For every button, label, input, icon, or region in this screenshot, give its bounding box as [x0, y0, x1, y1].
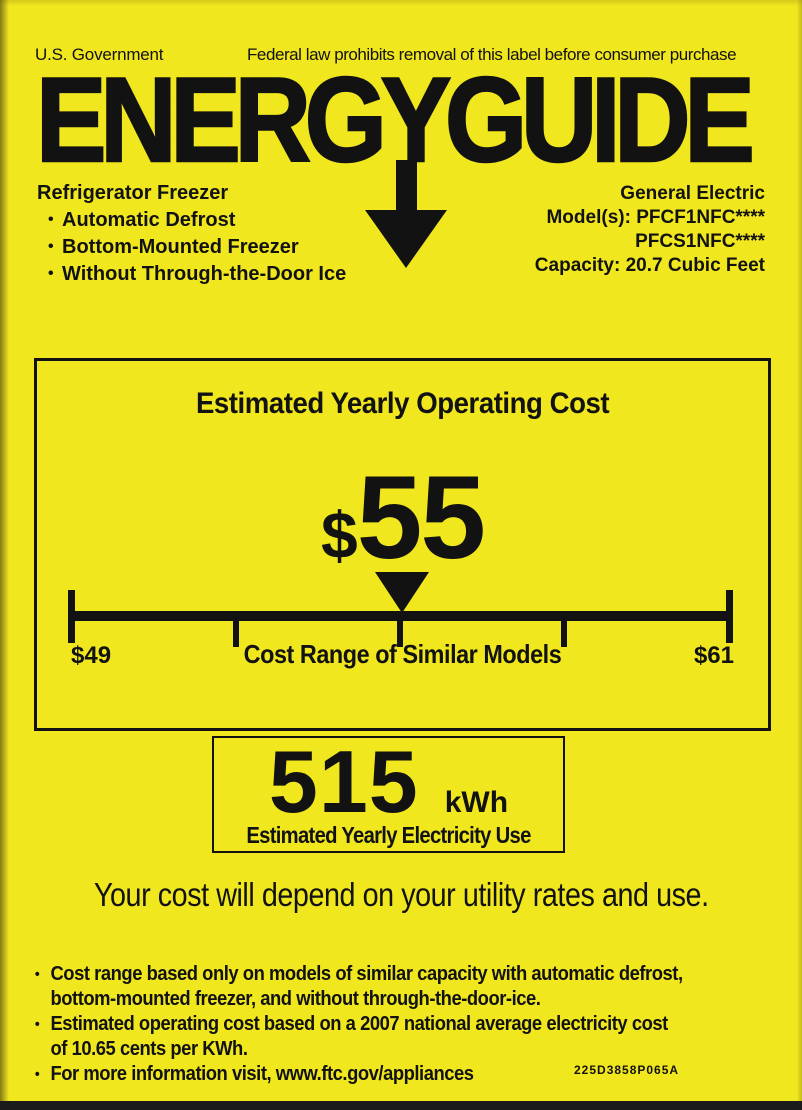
model-numbers-2: PFCS1NFC****	[635, 231, 765, 252]
scale-endcap-right	[726, 590, 733, 643]
appliance-category: Refrigerator Freezer	[37, 182, 229, 204]
label-part-number: 225D3858P065A	[574, 1063, 680, 1077]
bullet-icon: •	[48, 238, 54, 255]
scale-tick	[233, 621, 239, 647]
feature-label: Without Through-the-Door Ice	[62, 263, 347, 285]
federal-law-notice: Federal law prohibits removal of this la…	[247, 45, 737, 64]
feature-label: Bottom-Mounted Freezer	[62, 236, 299, 258]
feature-item: • Without Through-the-Door Ice	[48, 263, 346, 286]
scale-tick	[397, 621, 403, 647]
range-caption: Cost Range of Similar Models	[243, 639, 562, 669]
cost-value: 55	[356, 452, 486, 584]
scale-tick	[561, 621, 567, 647]
capacity-info: Capacity: 20.7 Cubic Feet	[534, 255, 765, 276]
feature-label: Automatic Defrost	[62, 209, 236, 231]
yearly-cost-figure: $55	[37, 459, 768, 577]
government-label: U.S. Government	[35, 45, 164, 64]
operating-cost-panel: Estimated Yearly Operating Cost $55 $49 …	[34, 358, 771, 731]
footnote-cost-range: • Cost range based only on models of sim…	[34, 963, 683, 1010]
edge-shadow-right	[797, 0, 802, 1110]
electricity-caption: Estimated Yearly Electricity Use	[246, 822, 531, 848]
model-numbers: Model(s): PFCF1NFC****	[546, 207, 765, 228]
currency-symbol: $	[321, 498, 358, 572]
edge-shadow-top	[0, 0, 802, 6]
cost-pointer-icon	[375, 572, 429, 613]
bullet-icon: •	[34, 1066, 40, 1083]
manufacturer-info: General Electric Model(s): PFCF1NFC**** …	[535, 182, 765, 278]
kwh-value: 515	[268, 732, 419, 831]
bullet-icon: •	[48, 265, 54, 282]
feature-item: • Bottom-Mounted Freezer	[48, 236, 299, 259]
scale-endcap-left	[68, 590, 75, 643]
edge-shadow-left	[0, 0, 9, 1110]
bullet-icon: •	[34, 1016, 40, 1033]
bullet-icon: •	[34, 966, 40, 983]
range-max-label: $61	[693, 642, 734, 669]
electricity-figure: 515 kWh	[214, 738, 563, 826]
cost-panel-heading: Estimated Yearly Operating Cost	[195, 387, 610, 420]
footnote-more-info: • For more information visit, www.ftc.go…	[34, 1063, 474, 1085]
down-arrow-icon	[365, 160, 447, 268]
electricity-use-panel: 515 kWh Estimated Yearly Electricity Use	[212, 736, 565, 853]
energyguide-title: ENERGYGUIDE	[35, 53, 756, 187]
footnote-electricity-cost: • Estimated operating cost based on a 20…	[34, 1013, 668, 1060]
cost-range-scale	[71, 611, 729, 621]
edge-shadow-bottom	[0, 1101, 802, 1110]
manufacturer-name: General Electric	[620, 183, 765, 204]
utility-rates-disclaimer: Your cost will depend on your utility ra…	[93, 876, 709, 913]
bullet-icon: •	[48, 211, 54, 228]
footnotes: • Cost range based only on models of sim…	[33, 962, 732, 1087]
range-min-label: $49	[71, 642, 112, 669]
feature-item: • Automatic Defrost	[48, 209, 235, 232]
kwh-unit: kWh	[444, 786, 509, 819]
